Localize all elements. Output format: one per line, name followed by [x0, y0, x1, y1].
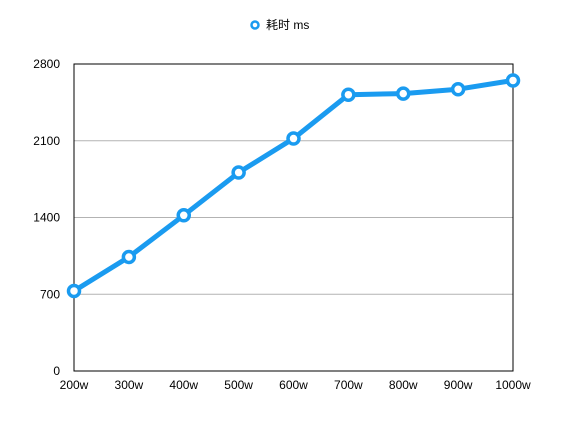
- x-tick-label: 300w: [115, 378, 144, 392]
- x-tick-label: 1000w: [495, 378, 531, 392]
- data-point: [176, 208, 191, 223]
- grid-lines: [74, 140, 513, 295]
- x-tick-label: 800w: [389, 378, 418, 392]
- x-tick-label: 400w: [169, 378, 198, 392]
- x-tick-label: 700w: [334, 378, 363, 392]
- data-point: [341, 87, 356, 102]
- data-point: [396, 86, 411, 101]
- y-tick-label: 0: [53, 364, 60, 378]
- data-point: [286, 131, 301, 146]
- plot-frame: [73, 63, 514, 372]
- data-point: [121, 249, 137, 265]
- series-line: [71, 77, 516, 294]
- y-tick-label: 1400: [33, 211, 60, 225]
- x-axis-ticks: 200w 300w 400w 500w 600w 700w 800w 900w 1000w: [60, 378, 531, 392]
- y-tick-label: 2100: [33, 134, 60, 148]
- legend-label: 耗时 ms: [266, 18, 309, 32]
- y-tick-label: 2800: [33, 57, 60, 71]
- y-axis-ticks: 0 700 1400 2100 2800: [33, 57, 60, 378]
- x-tick-label: 600w: [279, 378, 308, 392]
- x-tick-label: 900w: [444, 378, 473, 392]
- data-point: [505, 73, 521, 88]
- legend-marker: [250, 20, 260, 30]
- legend: 耗时 ms: [250, 18, 309, 32]
- y-tick-label: 700: [40, 287, 60, 301]
- data-point: [231, 165, 246, 180]
- series-layer: [66, 73, 521, 299]
- data-point: [66, 283, 82, 299]
- x-tick-label: 200w: [60, 378, 89, 392]
- data-point: [450, 81, 466, 97]
- x-tick-label: 500w: [224, 378, 253, 392]
